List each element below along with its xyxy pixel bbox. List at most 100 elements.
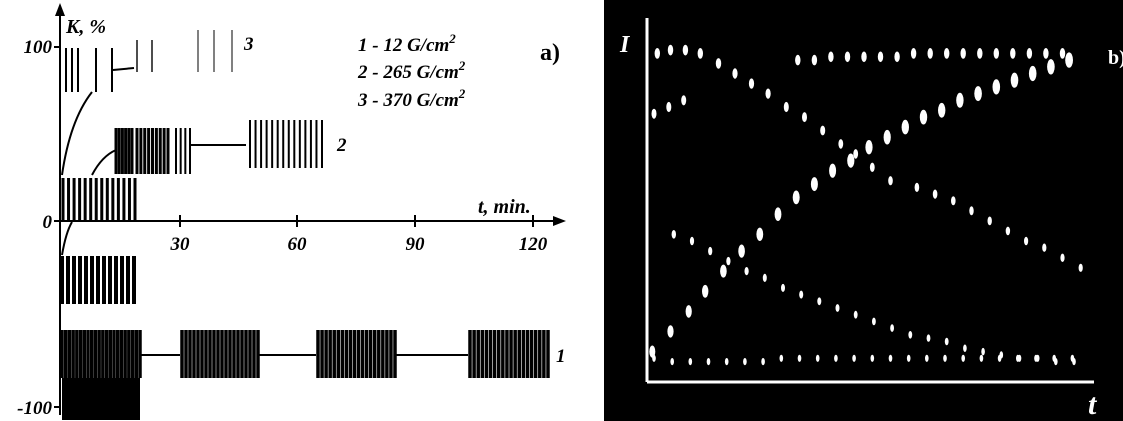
data-point-s3 xyxy=(901,119,909,135)
data-point-s5 xyxy=(951,196,956,206)
data-point-s3 xyxy=(667,325,674,338)
data-point-s0 xyxy=(888,176,893,186)
data-point-s0 xyxy=(654,48,660,59)
data-point-s2 xyxy=(651,108,657,119)
trace-3-curve xyxy=(61,91,93,176)
data-point-s3 xyxy=(1010,72,1019,88)
data-point-s5 xyxy=(987,216,992,226)
pulse-block-1c xyxy=(316,330,397,378)
data-point-s4 xyxy=(689,236,695,246)
data-point-s2 xyxy=(681,95,687,106)
data-point-s3 xyxy=(992,79,1001,95)
data-point-s3 xyxy=(720,264,727,278)
y-tick-label-minus100: -100 xyxy=(17,398,52,419)
data-point-s0 xyxy=(853,149,859,159)
data-point-s1 xyxy=(1059,48,1066,59)
data-point-s0 xyxy=(682,44,689,56)
data-point-s1 xyxy=(993,48,999,59)
data-point-s3 xyxy=(810,177,818,192)
data-point-s0 xyxy=(802,112,807,123)
pulse-block-2d xyxy=(249,120,323,168)
pulse-block-low xyxy=(60,256,136,304)
data-point-s4 xyxy=(872,317,876,326)
data-point-s6 xyxy=(906,354,911,362)
data-point-s3 xyxy=(685,305,692,318)
chart-panel-b: I t b) xyxy=(604,0,1123,421)
data-point-s0 xyxy=(783,101,789,113)
pulse-block-0 xyxy=(61,178,137,220)
data-point-s6 xyxy=(779,354,784,362)
data-point-s1 xyxy=(1010,48,1016,59)
data-point-s6 xyxy=(852,354,856,362)
data-point-s6 xyxy=(688,358,693,366)
data-point-s2 xyxy=(666,101,672,113)
data-point-s4 xyxy=(963,344,967,352)
data-point-s3 xyxy=(1047,59,1055,75)
data-point-s6 xyxy=(761,358,765,366)
data-point-s4 xyxy=(781,283,785,292)
data-point-s4 xyxy=(981,347,985,356)
x-ticks-a xyxy=(179,215,534,227)
data-point-s0 xyxy=(765,88,771,99)
data-point-s4 xyxy=(926,334,931,342)
panel-label-a: a) xyxy=(540,40,560,66)
data-point-s5 xyxy=(932,189,938,199)
panel-label-b: b) xyxy=(1108,47,1123,69)
data-point-s6 xyxy=(815,354,820,362)
data-point-s5 xyxy=(969,206,974,216)
pulse-block-1a xyxy=(60,330,142,378)
data-point-s6 xyxy=(706,358,711,366)
data-point-s1 xyxy=(828,51,834,63)
curve-label-1: 1 xyxy=(556,346,566,367)
x-tick-label-30: 30 xyxy=(170,234,191,255)
pulse-block-2c xyxy=(175,128,191,174)
y-axis-label-a: K, % xyxy=(65,16,106,38)
pulse-block-solid xyxy=(62,378,140,420)
data-point-s3 xyxy=(938,102,946,118)
x-tick-label-60: 60 xyxy=(288,234,308,255)
data-point-s5 xyxy=(1078,263,1083,272)
data-point-s4 xyxy=(726,256,731,266)
data-point-s6 xyxy=(652,354,656,362)
legend-entry-3: 3 - 370 G/cm2 xyxy=(357,86,466,111)
data-point-s0 xyxy=(838,139,844,149)
data-point-s6 xyxy=(724,358,729,366)
data-point-s3 xyxy=(774,207,782,221)
legend-entry-1: 1 - 12 G/cm2 xyxy=(358,31,456,56)
data-point-s4 xyxy=(908,331,913,339)
curve-label-3: 3 xyxy=(243,34,254,55)
data-point-s5 xyxy=(1042,243,1047,252)
data-point-s3 xyxy=(702,284,709,298)
data-point-s3 xyxy=(883,129,891,145)
data-point-s4 xyxy=(799,290,804,299)
data-point-s1 xyxy=(861,51,867,63)
data-point-s6 xyxy=(670,358,674,366)
data-point-s1 xyxy=(795,54,801,66)
pulse-trains-a xyxy=(60,30,550,420)
data-point-s3 xyxy=(956,92,964,108)
data-point-s3 xyxy=(974,86,982,102)
y-tick-label-0: 0 xyxy=(43,212,53,233)
data-point-s6 xyxy=(943,354,947,362)
data-point-s0 xyxy=(667,44,674,56)
data-point-s4 xyxy=(817,297,822,306)
data-point-s6 xyxy=(870,354,875,362)
data-point-s3 xyxy=(847,153,855,168)
data-point-s3 xyxy=(829,163,837,178)
data-point-s6 xyxy=(797,354,802,362)
data-point-s1 xyxy=(910,48,917,59)
data-point-s6 xyxy=(743,358,747,366)
data-point-s5 xyxy=(1060,253,1065,262)
data-point-s5 xyxy=(914,182,920,192)
data-point-s3 xyxy=(919,109,928,125)
x-tick-label-120: 120 xyxy=(519,234,548,255)
data-point-s0 xyxy=(732,68,738,79)
data-point-s1 xyxy=(877,51,884,63)
trace-3-seg xyxy=(112,67,135,71)
y-axis-arrow-a xyxy=(55,3,65,16)
curve-label-2: 2 xyxy=(336,135,347,156)
x-tick-label-90: 90 xyxy=(406,234,426,255)
data-point-s5 xyxy=(1005,226,1011,236)
data-point-s5 xyxy=(1024,236,1029,246)
data-point-s4 xyxy=(835,304,840,312)
